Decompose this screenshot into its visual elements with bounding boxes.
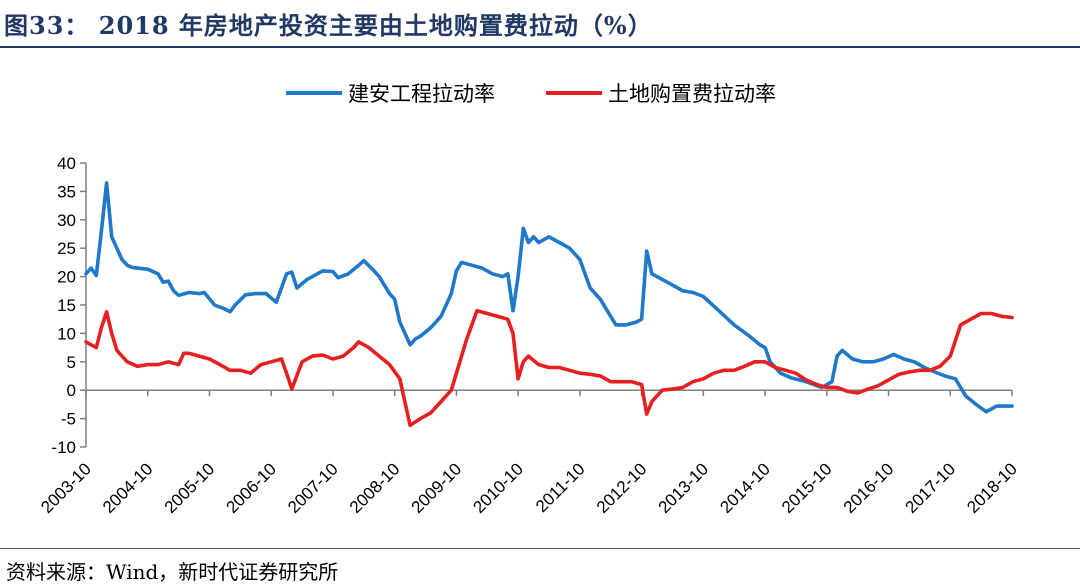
x-tick-label: 2011-10: [532, 459, 589, 516]
x-tick-label: 2009-10: [408, 459, 466, 517]
y-tick-label: 5: [67, 353, 76, 372]
y-tick-label: -5: [61, 410, 76, 429]
x-tick-label: 2012-10: [593, 459, 651, 517]
y-axis: 40 35 30 25 20 15 10 5 0 -5 -10: [51, 154, 87, 457]
x-tick-label: 2008-10: [346, 459, 404, 517]
legend-label-1: 建安工程拉动率: [348, 82, 495, 106]
x-tick-label: 2010-10: [469, 459, 527, 517]
x-tick-label: 2018-10: [963, 459, 1021, 517]
y-tick-label: 20: [57, 268, 76, 287]
legend-label-2: 土地购置费拉动率: [608, 82, 776, 106]
x-tick-label: 2014-10: [716, 459, 774, 517]
x-tick-label: 2005-10: [161, 459, 219, 517]
x-tick-label: 2013-10: [655, 459, 713, 517]
bottom-rule: [0, 548, 1080, 549]
x-axis: 2003-10 2004-10 2005-10 2006-10 2007-10 2008-…: [37, 389, 1021, 517]
series-line-1: [84, 181, 1014, 414]
x-tick-label: 2006-10: [222, 459, 280, 517]
x-tick-label: 2016-10: [840, 459, 898, 517]
y-tick-label: 40: [57, 154, 76, 173]
series-line-2: [84, 308, 1014, 428]
figure-title: 图33： 2018 年房地产投资主要由土地购置费拉动（%）: [4, 11, 653, 40]
x-tick-label: 2015-10: [778, 459, 836, 517]
y-tick-label: -10: [51, 438, 76, 457]
source-note: 资料来源：Wind，新时代证券研究所: [6, 560, 339, 584]
y-tick-label: 25: [57, 239, 76, 258]
x-tick-label: 2017-10: [902, 459, 960, 517]
y-tick-label: 10: [57, 324, 76, 343]
title-rule: [0, 46, 1080, 48]
x-tick-label: 2004-10: [99, 459, 157, 517]
legend: 建安工程拉动率 土地购置费拉动率: [286, 82, 776, 106]
y-tick-label: 35: [57, 182, 76, 201]
x-tick-label: 2007-10: [284, 459, 342, 517]
y-tick-label: 30: [57, 211, 76, 230]
y-tick-label: 0: [67, 381, 76, 400]
x-tick-label: 2003-10: [37, 459, 95, 517]
line-chart: 建安工程拉动率 土地购置费拉动率 40 35 30 25 20 15 10 5 0 -5 -10 20…: [37, 82, 1021, 517]
y-tick-label: 15: [57, 296, 76, 315]
series-lines: [84, 181, 1014, 428]
